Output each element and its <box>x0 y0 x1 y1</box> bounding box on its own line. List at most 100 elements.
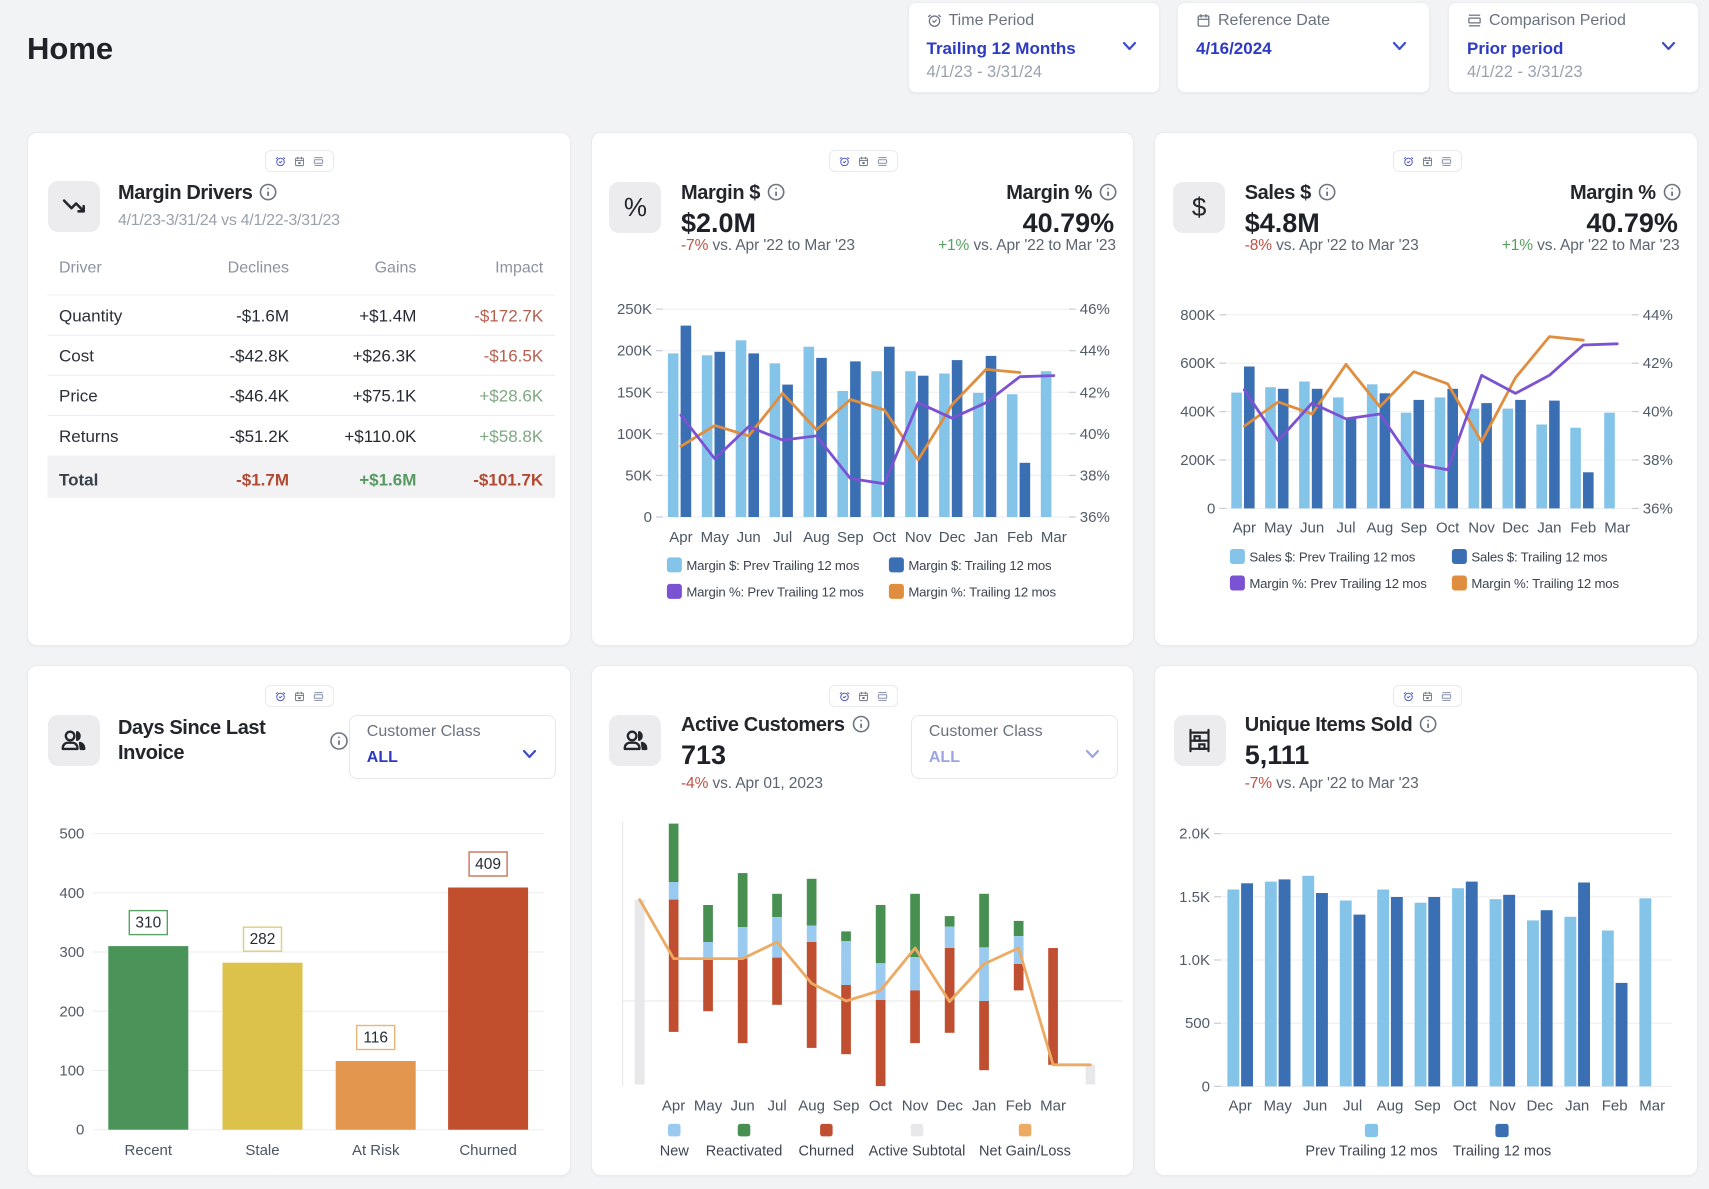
svg-text:50K: 50K <box>625 467 652 484</box>
svg-text:Apr: Apr <box>1233 520 1256 537</box>
svg-text:100K: 100K <box>617 426 652 443</box>
svg-text:Margin %: Trailing 12 mos: Margin %: Trailing 12 mos <box>908 585 1056 600</box>
svg-text:Oct: Oct <box>872 529 896 546</box>
svg-text:Oct: Oct <box>1454 1098 1478 1115</box>
svg-text:Jul: Jul <box>1343 1098 1362 1115</box>
svg-text:Gains: Gains <box>375 260 417 277</box>
svg-text:+$26.3K: +$26.3K <box>353 347 417 366</box>
svg-text:Feb: Feb <box>1571 520 1597 537</box>
svg-text:-$46.4K: -$46.4K <box>229 387 289 406</box>
svg-text:500: 500 <box>1185 1015 1210 1032</box>
svg-text:-$51.2K: -$51.2K <box>229 427 289 446</box>
svg-text:+$58.8K: +$58.8K <box>479 427 543 446</box>
svg-text:400K: 400K <box>1181 404 1216 421</box>
svg-text:Jan: Jan <box>972 1098 996 1115</box>
svg-text:Mar: Mar <box>1605 520 1631 537</box>
svg-text:Jul: Jul <box>1337 520 1356 537</box>
svg-text:Jun: Jun <box>736 529 760 546</box>
svg-text:Nov: Nov <box>1489 1098 1516 1115</box>
svg-text:Sep: Sep <box>837 529 864 546</box>
svg-text:Stale: Stale <box>245 1142 279 1159</box>
svg-text:Feb: Feb <box>1602 1098 1628 1115</box>
svg-text:36%: 36% <box>1643 500 1673 517</box>
svg-text:42%: 42% <box>1643 355 1673 372</box>
svg-text:Declines: Declines <box>228 260 289 277</box>
svg-text:Jun: Jun <box>730 1098 754 1115</box>
svg-text:200: 200 <box>59 1004 84 1021</box>
svg-text:Aug: Aug <box>1367 520 1394 537</box>
svg-text:Churned: Churned <box>459 1142 517 1159</box>
svg-text:Aug: Aug <box>803 529 830 546</box>
svg-text:Jun: Jun <box>1300 520 1324 537</box>
svg-text:600K: 600K <box>1181 355 1216 372</box>
svg-text:200K: 200K <box>1181 452 1216 469</box>
svg-text:Dec: Dec <box>1503 520 1530 537</box>
svg-text:New: New <box>659 1144 689 1160</box>
svg-text:0: 0 <box>76 1122 84 1139</box>
svg-text:Margin $: Trailing 12 mos: Margin $: Trailing 12 mos <box>908 558 1052 573</box>
svg-text:Active Subtotal: Active Subtotal <box>868 1144 965 1160</box>
svg-text:+$75.1K: +$75.1K <box>353 387 417 406</box>
svg-text:Sep: Sep <box>1401 520 1428 537</box>
svg-text:500: 500 <box>59 826 84 843</box>
svg-text:310: 310 <box>135 915 161 932</box>
svg-text:May: May <box>1264 1098 1293 1115</box>
svg-text:0: 0 <box>1202 1079 1210 1096</box>
svg-text:-$172.7K: -$172.7K <box>474 307 544 326</box>
svg-text:Dec: Dec <box>938 529 965 546</box>
svg-text:36%: 36% <box>1079 509 1109 526</box>
svg-text:-$1.7M: -$1.7M <box>236 471 289 490</box>
svg-text:Mar: Mar <box>1040 1098 1066 1115</box>
svg-text:0: 0 <box>1207 500 1215 517</box>
svg-text:Jul: Jul <box>773 529 792 546</box>
svg-text:1.0K: 1.0K <box>1180 952 1211 969</box>
svg-text:116: 116 <box>363 1030 388 1047</box>
svg-text:800K: 800K <box>1181 307 1216 324</box>
svg-text:+$110.0K: +$110.0K <box>344 427 417 446</box>
svg-text:42%: 42% <box>1079 384 1109 401</box>
svg-text:Feb: Feb <box>1005 1098 1031 1115</box>
svg-text:40%: 40% <box>1079 426 1109 443</box>
svg-text:Mar: Mar <box>1640 1098 1666 1115</box>
svg-text:-$1.6M: -$1.6M <box>236 307 289 326</box>
svg-text:46%: 46% <box>1079 301 1109 318</box>
svg-text:200K: 200K <box>617 343 652 360</box>
svg-text:Dec: Dec <box>1527 1098 1554 1115</box>
svg-text:409: 409 <box>475 856 501 873</box>
svg-text:300: 300 <box>59 944 84 961</box>
svg-text:44%: 44% <box>1643 307 1673 324</box>
svg-text:Returns: Returns <box>59 427 119 446</box>
svg-text:Nov: Nov <box>1469 520 1496 537</box>
svg-text:May: May <box>694 1098 723 1115</box>
svg-text:Quantity: Quantity <box>59 307 123 326</box>
svg-text:-$101.7K: -$101.7K <box>473 471 544 490</box>
svg-text:100: 100 <box>59 1063 84 1080</box>
svg-text:Recent: Recent <box>125 1142 173 1159</box>
svg-text:1.5K: 1.5K <box>1180 889 1211 906</box>
svg-text:Nov: Nov <box>905 529 932 546</box>
svg-text:Jul: Jul <box>767 1098 786 1115</box>
svg-text:+$1.4M: +$1.4M <box>359 307 416 326</box>
svg-text:Aug: Aug <box>1377 1098 1404 1115</box>
svg-text:40%: 40% <box>1643 404 1673 421</box>
svg-text:38%: 38% <box>1079 467 1109 484</box>
svg-text:Nov: Nov <box>901 1098 928 1115</box>
svg-text:Sales $: Prev Trailing 12 mos: Sales $: Prev Trailing 12 mos <box>1250 550 1416 565</box>
svg-text:Impact: Impact <box>495 260 544 277</box>
svg-text:+$28.6K: +$28.6K <box>479 387 543 406</box>
svg-text:Sep: Sep <box>1414 1098 1441 1115</box>
svg-text:Oct: Oct <box>1436 520 1460 537</box>
svg-text:May: May <box>1264 520 1293 537</box>
svg-text:-$16.5K: -$16.5K <box>484 347 544 366</box>
svg-text:Cost: Cost <box>59 347 94 366</box>
svg-text:Churned: Churned <box>798 1144 854 1160</box>
svg-text:At Risk: At Risk <box>352 1142 400 1159</box>
svg-text:Apr: Apr <box>662 1098 685 1115</box>
svg-text:38%: 38% <box>1643 452 1673 469</box>
svg-text:Margin %: Prev Trailing 12 mos: Margin %: Prev Trailing 12 mos <box>1250 576 1428 591</box>
svg-text:Prev Trailing 12 mos: Prev Trailing 12 mos <box>1306 1144 1438 1160</box>
svg-text:Oct: Oct <box>869 1098 893 1115</box>
svg-text:Trailing 12 mos: Trailing 12 mos <box>1453 1144 1552 1160</box>
svg-text:Apr: Apr <box>1229 1098 1252 1115</box>
svg-text:44%: 44% <box>1079 343 1109 360</box>
